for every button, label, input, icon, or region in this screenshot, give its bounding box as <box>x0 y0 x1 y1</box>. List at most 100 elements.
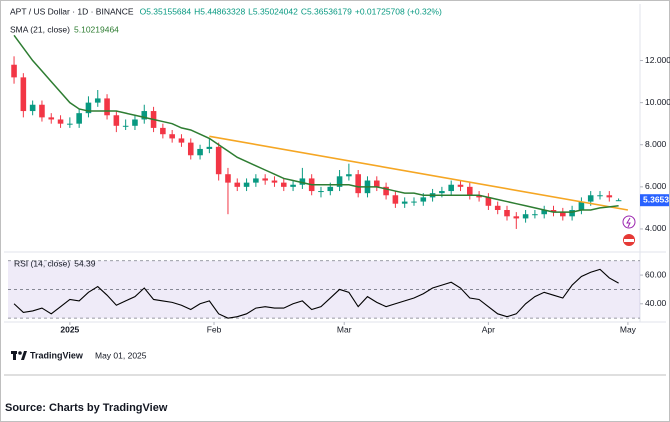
candle-body <box>476 195 482 198</box>
candle-body <box>457 184 464 187</box>
candle-body <box>76 113 82 124</box>
candle-body <box>346 174 352 177</box>
candle-body <box>467 186 473 196</box>
candle-body <box>504 210 510 217</box>
rsi-line <box>13 268 619 319</box>
legend-text: H5.44863328 <box>194 6 245 16</box>
legend-text: O5.35155684 <box>140 6 192 16</box>
candle-body <box>578 201 585 210</box>
candle-body <box>411 201 417 203</box>
candle-body <box>615 200 622 202</box>
candle-body <box>29 104 36 112</box>
candle-body <box>373 180 380 187</box>
legend-text: L5.35024042 <box>248 6 298 16</box>
snapshot-date: May 01, 2025 <box>95 350 147 360</box>
last-price-label: 5.3653 <box>643 194 669 204</box>
candle-body <box>206 146 213 149</box>
candle-body <box>606 195 613 198</box>
candle-body <box>513 216 520 219</box>
candle-body <box>253 178 259 183</box>
candle-body <box>550 210 557 213</box>
icon-flag <box>624 239 634 242</box>
candle-body <box>448 184 454 192</box>
candle-body <box>20 77 27 112</box>
candle-body <box>197 148 203 156</box>
trendline <box>209 135 629 211</box>
candle-body <box>187 142 194 156</box>
candle-body <box>392 195 399 204</box>
candle-body <box>39 104 45 118</box>
y-tick-label: 4.000 <box>645 223 667 233</box>
y-tick-label: 6.000 <box>645 181 667 191</box>
x-tick-label: Feb <box>207 324 222 334</box>
candle-body <box>11 64 17 78</box>
legend-value: 54.39 <box>74 258 96 268</box>
candle-body <box>420 197 427 202</box>
candle-body <box>262 178 268 181</box>
candle-body <box>48 117 55 120</box>
candle-body <box>336 176 343 187</box>
y-tick-label: 8.000 <box>645 139 667 149</box>
candle-body <box>113 115 120 126</box>
pane-icons <box>622 215 636 246</box>
x-tick-label: May <box>620 324 637 334</box>
candle-body <box>355 174 361 194</box>
legend-text: APT / US Dollar · 1D · BINANCE <box>10 6 134 16</box>
rsi-band <box>8 260 640 319</box>
candle-body <box>290 184 296 187</box>
candle-body <box>169 134 175 139</box>
candle-body <box>85 102 92 114</box>
candle-body <box>532 214 538 216</box>
legend-text: 5.10219464 <box>74 24 119 34</box>
icon-events <box>626 217 631 228</box>
candle-body <box>522 214 529 219</box>
candle-body <box>280 182 287 187</box>
tradingview-logo <box>11 351 27 360</box>
legend-text: SMA (21, close) <box>10 24 70 34</box>
candle-body <box>299 178 306 185</box>
candle-body <box>67 123 73 125</box>
brand: TradingView <box>30 350 84 360</box>
candle-body <box>94 98 101 103</box>
x-tick-label: Mar <box>337 324 352 334</box>
candle-body <box>122 125 129 127</box>
candle-body <box>439 191 445 194</box>
candle-body <box>234 182 241 187</box>
icon-events <box>622 215 636 229</box>
candle-body <box>132 119 138 126</box>
logo-part <box>13 351 16 360</box>
candle-body <box>560 212 566 217</box>
candle-body <box>225 174 231 183</box>
candle-body <box>494 205 501 210</box>
candle-body <box>569 210 575 217</box>
legend-text: C5.36536179 <box>301 6 352 16</box>
sma-line <box>13 34 619 213</box>
y-tick-label: 60.00 <box>645 269 667 279</box>
candle-body <box>327 186 334 192</box>
candle-body <box>141 111 148 120</box>
y-tick-label: 10.000 <box>645 97 670 107</box>
candle-body <box>318 191 324 193</box>
y-tick-label: 12.000 <box>645 55 670 65</box>
last-price-box <box>640 194 669 207</box>
logo-part <box>18 351 22 355</box>
source-note: Source: Charts by TradingView <box>5 402 168 414</box>
candle-body <box>57 119 64 124</box>
candle-body <box>597 195 603 197</box>
candle-body <box>215 146 222 175</box>
candle-body <box>401 201 408 204</box>
x-tick-label: 2025 <box>60 324 79 334</box>
candle-body <box>587 195 594 202</box>
candle-body <box>160 127 166 135</box>
candle-body <box>271 180 278 183</box>
candle-body <box>485 197 492 206</box>
price-pane <box>11 34 629 229</box>
candle-body <box>178 138 185 143</box>
candle-body <box>104 98 110 116</box>
x-tick-label: Apr <box>482 324 495 334</box>
logo-part <box>21 351 27 360</box>
legend-text: +0.01725708 (+0.32%) <box>355 6 442 16</box>
candle-body <box>383 186 389 196</box>
